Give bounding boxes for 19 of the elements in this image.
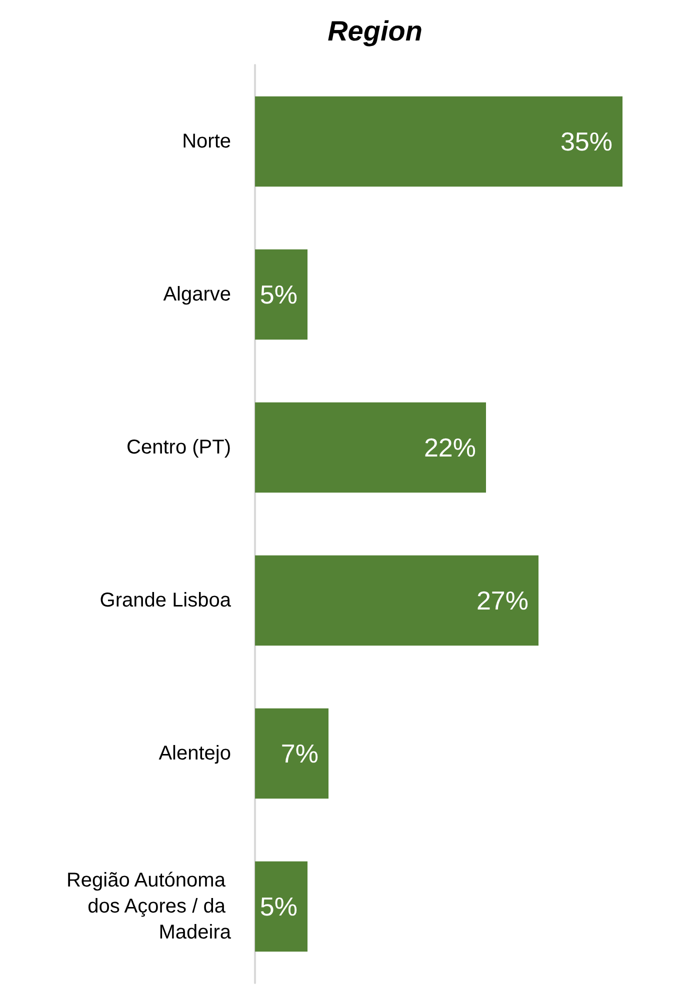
bar [255, 861, 308, 952]
bar [255, 249, 308, 340]
bar [255, 402, 486, 493]
y-tick-label: Centro (PT) [126, 436, 231, 458]
y-tick-label: Norte [182, 130, 231, 152]
y-tick-label: Região Autónoma dos Açores / da Madeira [66, 870, 232, 944]
data-label: 7% [280, 738, 318, 768]
y-tick-label: Alentejo [158, 742, 231, 764]
bar [255, 708, 328, 799]
data-label: 22% [424, 432, 476, 462]
chart-title: Region [328, 16, 422, 46]
bar [255, 555, 538, 646]
data-label: 5% [260, 280, 298, 310]
bar [255, 96, 622, 187]
y-tick-label: Grande Lisboa [100, 590, 232, 612]
y-tick-label: Algarve [163, 284, 231, 306]
data-label: 27% [476, 586, 528, 616]
data-label: 5% [260, 892, 298, 922]
data-label: 35% [560, 126, 612, 156]
